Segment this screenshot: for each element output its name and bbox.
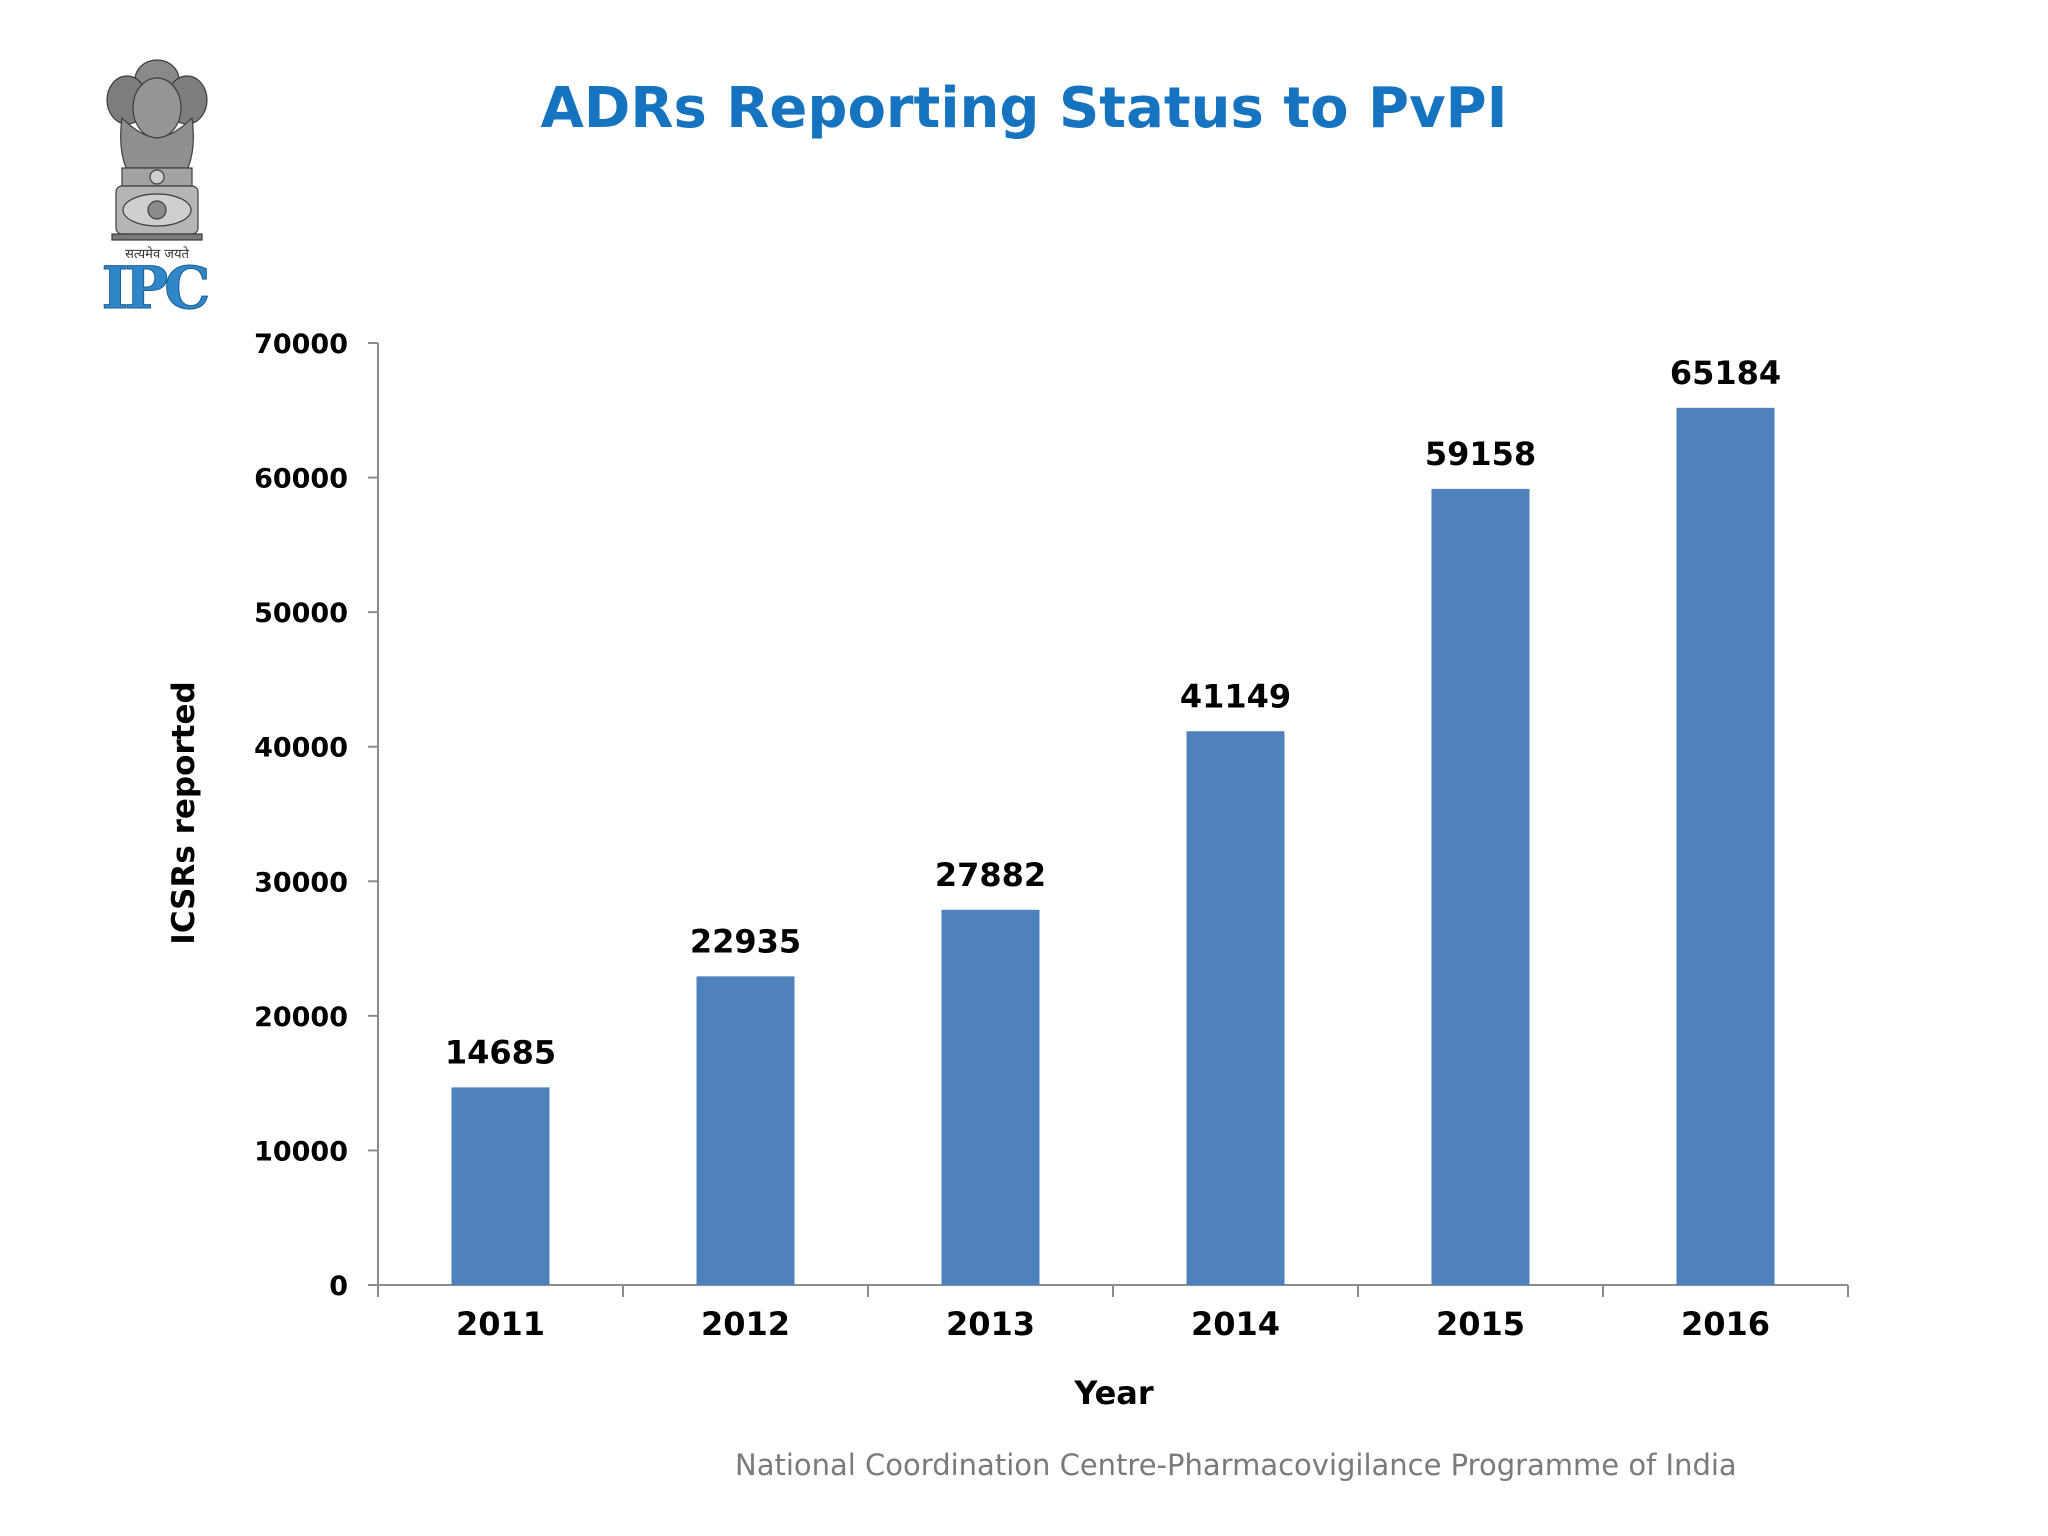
bar-2015 bbox=[1431, 488, 1530, 1285]
y-tick-label: 50000 bbox=[254, 598, 348, 629]
bars: 14685 22935 27882 41149 59158 65184 bbox=[445, 354, 1781, 1286]
data-label: 65184 bbox=[1670, 354, 1781, 392]
bar-2012 bbox=[696, 976, 795, 1285]
bar-2014 bbox=[1186, 731, 1285, 1285]
data-label: 41149 bbox=[1180, 677, 1291, 715]
bar-2016 bbox=[1676, 407, 1775, 1286]
y-tick-label: 0 bbox=[329, 1271, 348, 1302]
page-title: ADRs Reporting Status to PvPI bbox=[540, 76, 1508, 141]
bar-2013 bbox=[941, 909, 1040, 1285]
logo-ipc-text: IPC bbox=[102, 254, 209, 318]
y-tick-label: 20000 bbox=[254, 1002, 348, 1033]
x-tick-label: 2013 bbox=[946, 1305, 1035, 1343]
data-label: 27882 bbox=[935, 856, 1046, 894]
x-tick-label: 2011 bbox=[456, 1305, 545, 1343]
y-tick-label: 70000 bbox=[254, 329, 348, 360]
x-tick-label: 2014 bbox=[1191, 1305, 1280, 1343]
data-label: 14685 bbox=[445, 1033, 556, 1071]
y-axis-label: ICSRs reported bbox=[166, 681, 202, 944]
data-label: 22935 bbox=[690, 922, 801, 960]
y-tick-label: 10000 bbox=[254, 1136, 348, 1167]
ipc-emblem-logo: सत्यमेव जयते IPC bbox=[101, 59, 213, 318]
x-tick-label: 2015 bbox=[1436, 1305, 1525, 1343]
y-tick-label: 40000 bbox=[254, 733, 348, 764]
y-axis: 0 10000 20000 30000 40000 50000 60000 70000 bbox=[254, 329, 379, 1302]
y-tick-label: 30000 bbox=[254, 867, 348, 898]
data-label: 59158 bbox=[1425, 435, 1536, 473]
x-axis-label: Year bbox=[1073, 1374, 1154, 1412]
y-tick-label: 60000 bbox=[254, 464, 348, 495]
lion-capital-icon bbox=[106, 59, 208, 241]
footer-text: National Coordination Centre-Pharmacovig… bbox=[735, 1448, 1737, 1482]
bar-2011 bbox=[451, 1087, 550, 1285]
x-axis: 2011 2012 2013 2014 2015 2016 bbox=[377, 1284, 1849, 1343]
x-tick-label: 2012 bbox=[701, 1305, 790, 1343]
x-tick-label: 2016 bbox=[1681, 1305, 1770, 1343]
logo-motto: सत्यमेव जयते bbox=[125, 246, 189, 262]
